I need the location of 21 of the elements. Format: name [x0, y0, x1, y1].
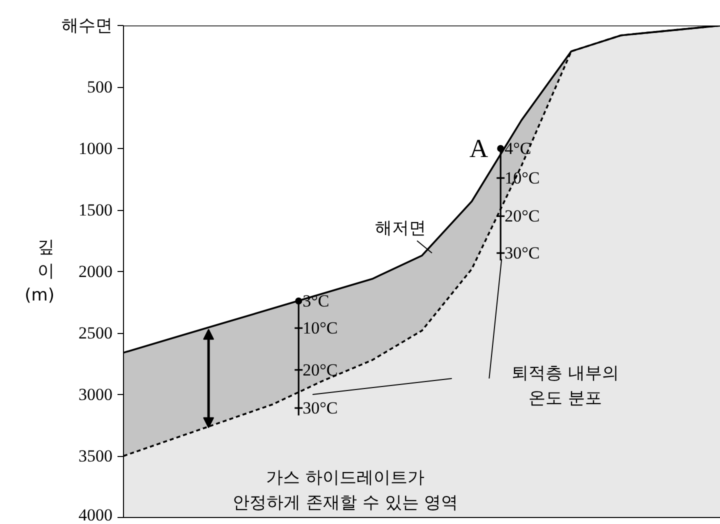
- annotation: 20°C: [504, 206, 540, 226]
- annotation: 20°C: [302, 360, 338, 380]
- annotation: 30°C: [302, 398, 338, 418]
- annotation: 퇴적층 내부의 온도 분포: [512, 363, 619, 408]
- y-tick-label: 2500: [78, 324, 112, 342]
- annotation: 10°C: [302, 318, 338, 338]
- y-axis-title: 깊이 (m): [24, 238, 55, 306]
- y-tick-label: 3500: [78, 446, 112, 466]
- y-tick-label: 1500: [78, 200, 112, 220]
- y-tick-label: 해수면: [62, 16, 112, 35]
- annotation: A: [469, 134, 488, 163]
- annotation: 해저면: [375, 218, 426, 238]
- annotation: 4°C: [504, 139, 532, 158]
- annotation: 가스 하이드레이트가 안정하게 존재할 수 있는 영역: [232, 468, 458, 513]
- annotation: 10°C: [504, 168, 540, 188]
- y-tick-label: 4000: [78, 506, 112, 524]
- y-tick-label: 2000: [78, 262, 112, 281]
- y-tick-label: 1000: [78, 139, 112, 158]
- y-tick-label: 3000: [78, 385, 112, 404]
- annotation: 30°C: [504, 244, 540, 263]
- y-tick-label: 500: [87, 78, 112, 96]
